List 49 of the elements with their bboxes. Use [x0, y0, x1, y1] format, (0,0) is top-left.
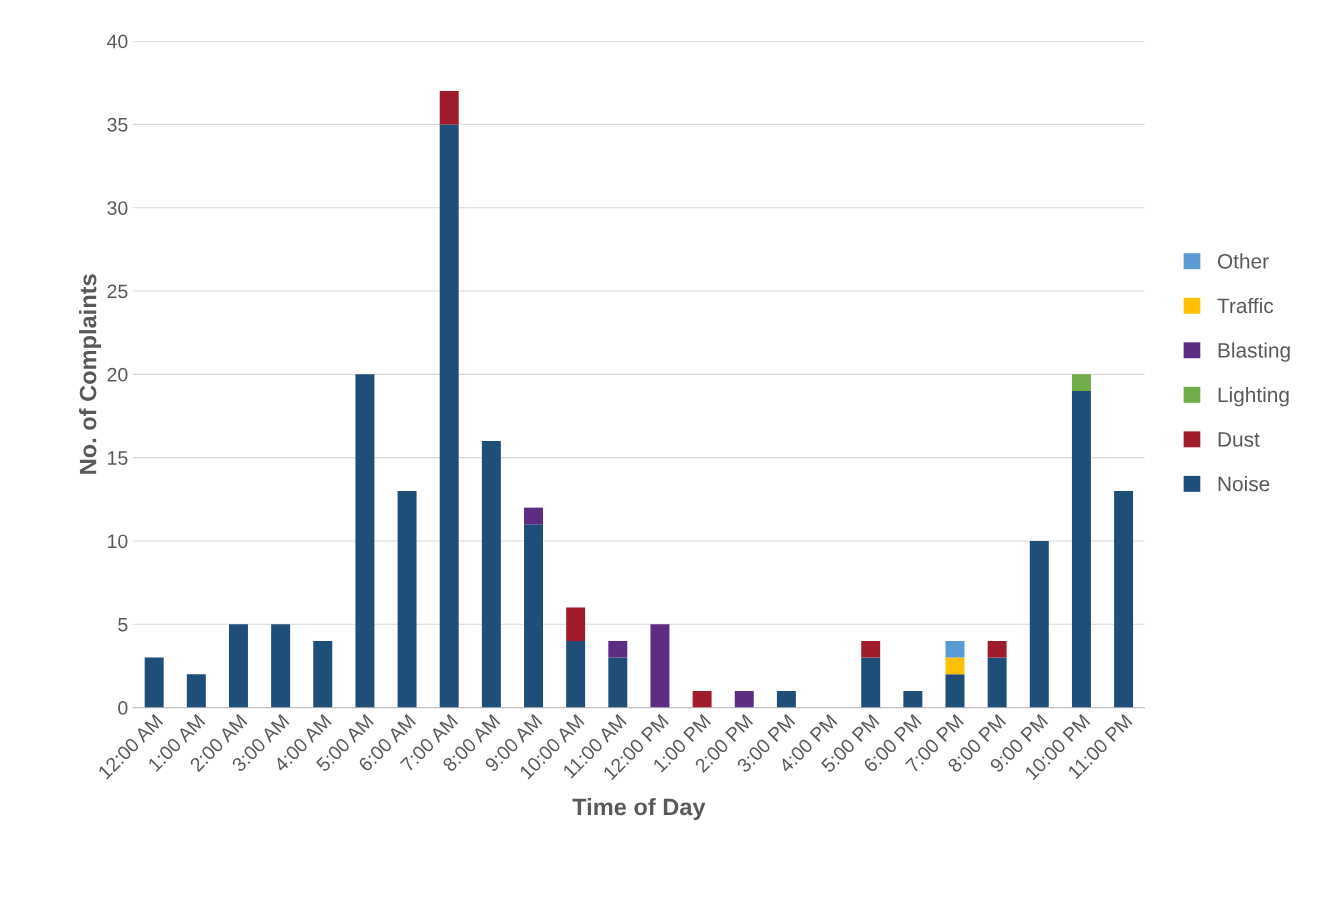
bar: [987, 657, 1007, 708]
bar: [481, 440, 501, 708]
y-tick-label: 5: [118, 617, 128, 632]
bar: [945, 674, 965, 708]
legend-label: Dust: [1218, 432, 1260, 447]
bar: [1071, 374, 1091, 391]
y-tick-label: 10: [108, 534, 128, 549]
bar: [861, 657, 881, 708]
y-axis-title: No. of Complaints: [79, 274, 102, 474]
bar: [397, 490, 417, 708]
legend-label: Blasting: [1218, 342, 1290, 362]
legend-label: Noise: [1218, 476, 1270, 492]
bar: [903, 690, 923, 708]
bar: [945, 657, 965, 675]
bar: [861, 640, 881, 658]
bar: [313, 640, 333, 708]
bar: [692, 690, 712, 708]
y-tick-label: 20: [107, 367, 128, 382]
y-tick-label: 0: [118, 701, 128, 715]
bar: [439, 91, 459, 125]
y-tick-label: 15: [108, 451, 128, 465]
bar: [608, 657, 628, 708]
bar: [524, 524, 543, 708]
bar: [1071, 390, 1091, 708]
bar: [566, 640, 586, 708]
bar: [734, 690, 754, 708]
bar: [271, 624, 291, 708]
bar: [355, 374, 375, 708]
bar: [945, 640, 965, 658]
x-axis-title: Time of Day: [572, 797, 706, 820]
bar: [1114, 490, 1134, 708]
y-tick-label: 40: [107, 34, 128, 49]
bar: [650, 624, 670, 708]
bar: [987, 640, 1007, 658]
y-tick-label: 30: [107, 201, 128, 215]
bar: [439, 124, 459, 708]
bar: [566, 607, 586, 641]
bar: [776, 690, 796, 708]
legend-label: Other: [1217, 253, 1269, 269]
y-tick-label: 35: [107, 117, 128, 132]
legend-label: Traffic: [1217, 297, 1274, 314]
y-tick-label: 25: [107, 284, 128, 299]
bar: [1029, 540, 1049, 708]
bar: [524, 507, 543, 525]
legend-label: Lighting: [1218, 386, 1289, 407]
bar: [228, 624, 248, 708]
bar: [608, 640, 628, 658]
bar: [144, 657, 164, 708]
bar: [186, 674, 206, 708]
